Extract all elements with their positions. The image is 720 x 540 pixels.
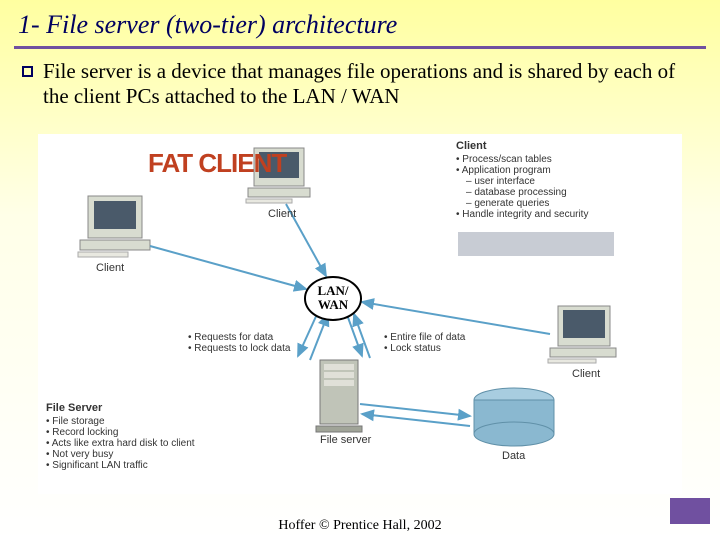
arrow-left-l2: Requests to lock data: [194, 343, 290, 354]
arrow-right-l2: Lock status: [390, 343, 441, 354]
arrow-right-l1: Entire file of data: [390, 332, 465, 343]
gray-overlay-patch: [458, 232, 614, 256]
client-feature-item: generate queries: [456, 198, 666, 209]
architecture-diagram: FAT CLIENT LAN/ WAN Client Client Client…: [38, 134, 682, 494]
fileserver-feature-item: File storage: [46, 416, 246, 427]
main-bullet: File server is a device that manages fil…: [0, 59, 720, 119]
square-bullet-icon: [22, 66, 33, 77]
client-feature-item: user interface: [456, 176, 666, 187]
client-feature-item: database processing: [456, 187, 666, 198]
client-feature-item: Process/scan tables: [456, 154, 666, 165]
fileserver-feature-item: Record locking: [46, 427, 246, 438]
node-data: Data: [502, 450, 525, 462]
client-feature-item: Handle integrity and security: [456, 209, 666, 220]
lan-line2: WAN: [318, 297, 348, 312]
fileserver-features-list: File storage Record locking Acts like ex…: [46, 416, 246, 471]
node-file-server: File server: [320, 434, 371, 446]
footer-citation: Hoffer © Prentice Hall, 2002: [0, 518, 720, 534]
arrow-right-labels: • Entire file of data • Lock status: [384, 332, 465, 354]
fileserver-features-heading: File Server: [46, 402, 246, 414]
node-client-left: Client: [96, 262, 124, 274]
node-client-top: Client: [268, 208, 296, 220]
fileserver-features: File Server File storage Record locking …: [46, 402, 246, 471]
bullet-text: File server is a device that manages fil…: [43, 59, 698, 109]
arrow-left-labels: • Requests for data • Requests to lock d…: [188, 332, 290, 354]
client-features-heading: Client: [456, 140, 666, 152]
client-feature-item: Application program: [456, 165, 666, 176]
slide-title: 1- File server (two-tier) architecture: [0, 0, 720, 46]
client-features-list: Process/scan tables Application program …: [456, 154, 666, 220]
title-underline: [14, 46, 706, 49]
fileserver-feature-item: Significant LAN traffic: [46, 460, 246, 471]
client-features: Client Process/scan tables Application p…: [456, 140, 666, 220]
fileserver-feature-item: Acts like extra hard disk to client: [46, 438, 246, 449]
node-client-right: Client: [572, 368, 600, 380]
lan-wan-oval: LAN/ WAN: [304, 276, 362, 321]
fat-client-label: FAT CLIENT: [148, 148, 286, 179]
arrow-left-l1: Requests for data: [194, 332, 273, 343]
fileserver-feature-item: Not very busy: [46, 449, 246, 460]
lan-line1: LAN/: [317, 283, 348, 298]
